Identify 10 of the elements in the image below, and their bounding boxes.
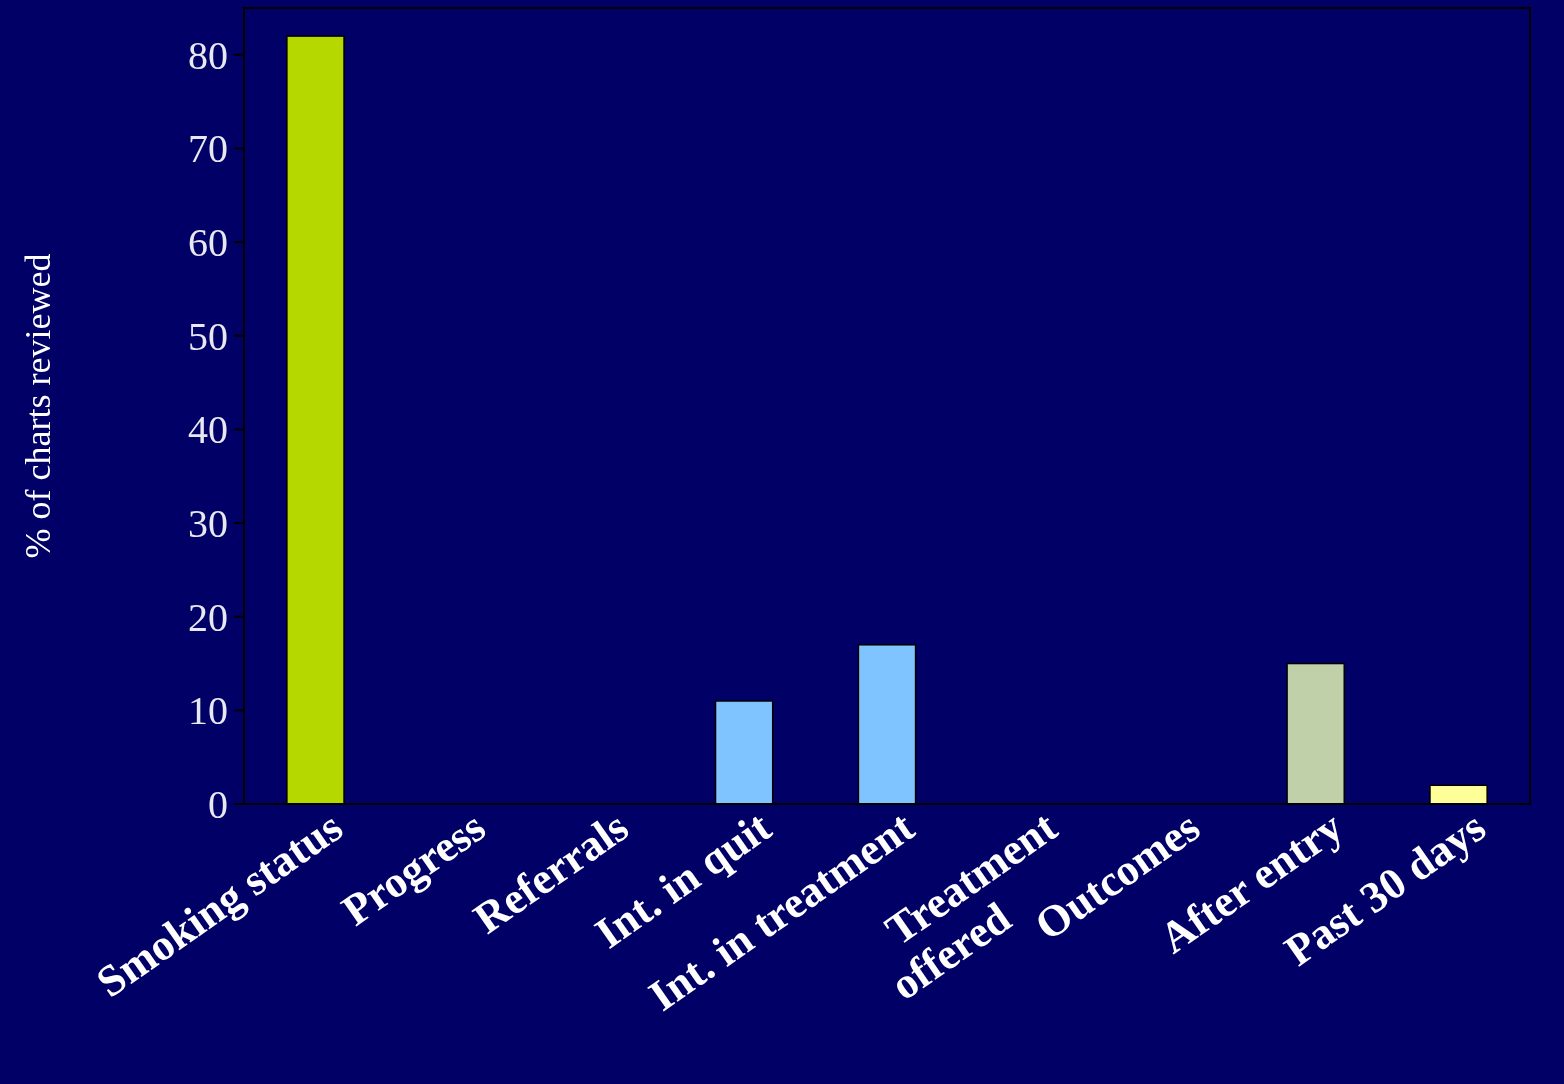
y-axis-title: % of charts reviewed	[18, 253, 58, 559]
y-tick-label: 20	[188, 594, 228, 640]
y-tick-label: 50	[188, 313, 228, 359]
y-tick-label: 80	[188, 32, 228, 78]
y-tick-label: 0	[208, 782, 228, 827]
y-tick-label: 30	[188, 501, 228, 547]
y-tick-label: 60	[188, 220, 228, 266]
y-tick-label: 40	[188, 407, 228, 453]
y-tick-label: 10	[188, 688, 228, 734]
y-tick-label: 70	[188, 126, 228, 172]
